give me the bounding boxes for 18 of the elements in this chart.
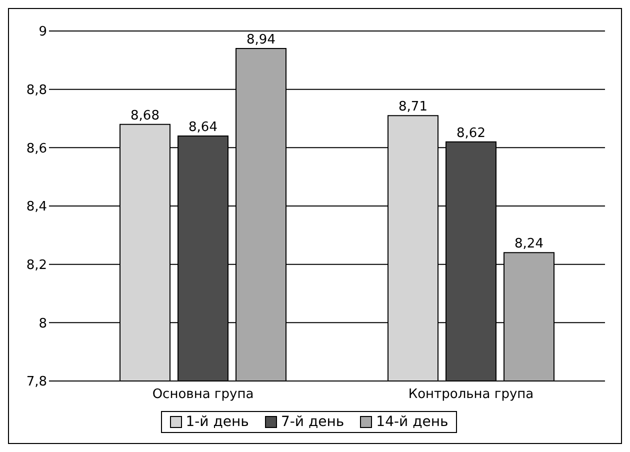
x-tick-label: Контрольна група bbox=[408, 387, 534, 402]
data-label: 8,94 bbox=[246, 32, 276, 48]
data-label: 8,64 bbox=[188, 120, 218, 135]
data-label: 8,71 bbox=[398, 100, 428, 115]
legend-label: 14-й день bbox=[375, 414, 448, 430]
x-tick-label: Основна група bbox=[152, 387, 254, 402]
legend-label: 7-й день bbox=[280, 414, 344, 430]
legend-label: 1-й день bbox=[184, 414, 249, 430]
y-tick-label: 8,8 bbox=[26, 82, 47, 98]
y-tick-label: 7,8 bbox=[26, 374, 47, 390]
y-tick-label: 8 bbox=[38, 316, 47, 332]
data-label: 8,24 bbox=[514, 236, 544, 252]
y-tick-label: 8,4 bbox=[26, 200, 47, 215]
data-label: 8,62 bbox=[456, 126, 486, 141]
y-tick-label: 8,2 bbox=[26, 258, 47, 273]
y-tick-label: 9 bbox=[38, 24, 47, 40]
y-tick-label: 8,6 bbox=[26, 141, 47, 156]
data-label: 8,68 bbox=[130, 108, 160, 124]
